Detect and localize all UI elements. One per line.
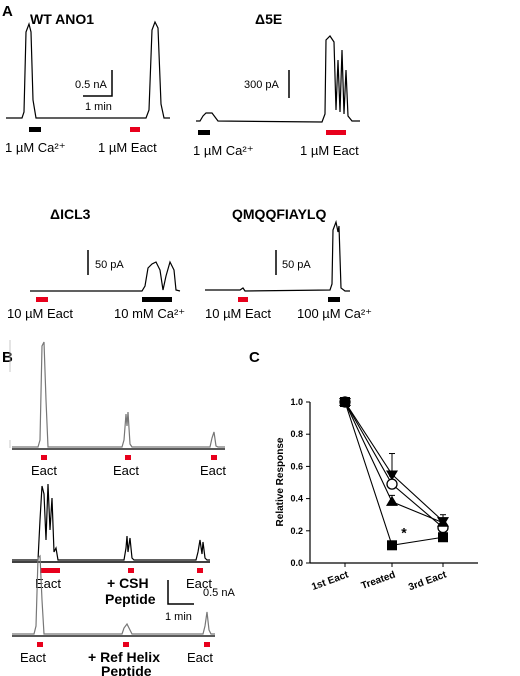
d5e-label-eact: 1 µM Eact (300, 143, 359, 158)
data-point (386, 478, 398, 490)
b-row1-label1: Eact (31, 463, 57, 478)
b-row3-stim3 (204, 642, 210, 647)
b-row3-label2-line2: Peptide (101, 663, 152, 676)
series-square (340, 397, 448, 551)
qmq-label-ca: 100 µM Ca²⁺ (297, 306, 372, 321)
wt-scale-y: 0.5 nA (75, 79, 107, 91)
d5e-stim-eact (326, 130, 346, 135)
wt-stim-eact (130, 127, 140, 132)
dicl3-scale-y: 50 pA (95, 259, 124, 271)
b-row3-label1: Eact (20, 650, 46, 665)
b-row1-label3: Eact (200, 463, 226, 478)
qmq-stim-eact (238, 297, 248, 302)
d5e-label-ca: 1 µM Ca²⁺ (193, 143, 254, 158)
x-tick-label: 1st Eact (310, 569, 350, 593)
b-row2-label2-line2: Peptide (105, 591, 156, 607)
b-row1-stim3 (211, 455, 217, 460)
y-tick-label: 0.6 (290, 461, 303, 471)
b-row2-stim2 (128, 568, 134, 573)
wt-stim-ca (29, 127, 41, 132)
b-row1-stim1 (41, 455, 47, 460)
b-row3-trace-line (12, 554, 215, 635)
b-row3-stim2 (123, 642, 129, 647)
qmq-trace-line (205, 219, 350, 292)
data-point (340, 397, 350, 407)
b-row2-label2-line1: + CSH (107, 575, 149, 591)
d5e-trace-line (196, 35, 360, 123)
b-row3-stim1 (37, 642, 43, 647)
panel-c-letter: C (249, 349, 260, 366)
dicl3-trace-line (30, 260, 181, 292)
chart-y-ticks: 0.0 0.2 0.4 0.6 0.8 1.0 (290, 397, 310, 568)
qmq-label-eact: 10 µM Eact (205, 306, 271, 321)
trace-d5e: Δ5E 1 µM Ca²⁺ 1 µM Eact 300 pA (193, 11, 360, 158)
b-row2-trace-line (12, 483, 210, 561)
wt-label-eact: 1 µM Eact (98, 140, 157, 155)
b-row1-trace-line (12, 341, 225, 448)
qmq-scale-y: 50 pA (282, 259, 311, 271)
data-point (438, 532, 448, 543)
wt-scale-bar (83, 70, 113, 97)
y-tick-label: 0.0 (290, 558, 303, 568)
data-point (437, 516, 449, 527)
dicl3-stim-eact (36, 297, 48, 302)
series-circle-open (339, 396, 449, 534)
relative-response-chart: Relative Response 0.0 0.2 0.4 0.6 0.8 1.0 1st… (275, 396, 478, 593)
b-row2-stim1 (40, 568, 60, 573)
qmq-stim-ca (328, 297, 340, 302)
dicl3-title: ΔICL3 (50, 206, 91, 222)
b-row2-label3: Eact (186, 576, 212, 591)
trace-b-row3: Eact + Ref Helix Peptide Eact (12, 554, 215, 676)
data-point (387, 540, 397, 551)
wt-label-ca: 1 µM Ca²⁺ (5, 140, 66, 155)
b-row2-label1: Eact (35, 576, 61, 591)
wt-scale-x: 1 min (85, 101, 112, 113)
data-point (386, 495, 398, 506)
y-tick-label: 0.4 (290, 494, 303, 504)
x-tick-label: 3rd Eact (407, 569, 448, 593)
b-row3-label3: Eact (187, 650, 213, 665)
dicl3-stim-ca (142, 297, 172, 302)
d5e-scale-y: 300 pA (244, 79, 280, 91)
d5e-stim-ca (198, 130, 210, 135)
x-tick-label: Treated (360, 569, 397, 592)
b-row2-stim3 (197, 568, 203, 573)
dicl3-label-eact: 10 µM Eact (7, 306, 73, 321)
b-row1-label2: Eact (113, 463, 139, 478)
panel-a-letter: A (2, 3, 13, 20)
chart-series (339, 396, 449, 551)
dicl3-label-ca: 10 mM Ca²⁺ (114, 306, 185, 321)
significance-star: * (401, 524, 407, 540)
y-tick-label: 0.8 (290, 429, 303, 439)
series-triangle-down (339, 398, 449, 528)
series-line (344, 401, 444, 528)
trace-b-row1: Eact Eact Eact (9, 340, 226, 478)
b-scale: 0.5 nA 1 min (165, 580, 235, 623)
chart-x-ticks: 1st Eact Treated 3rd Eact (310, 563, 449, 593)
qmq-title: QMQQFIAYLQ (232, 206, 326, 222)
series-triangle-up (339, 396, 449, 527)
b-row1-stim2 (125, 455, 131, 460)
data-point (386, 470, 398, 481)
panel-b-letter: B (2, 349, 13, 366)
wt-trace-line (6, 20, 170, 119)
b-scale-bar (167, 580, 194, 605)
wt-title: WT ANO1 (30, 11, 94, 27)
d5e-title: Δ5E (255, 11, 282, 27)
b-row3-label2-line1: + Ref Helix (88, 649, 160, 665)
trace-wt-ano1: WT ANO1 1 µM Ca²⁺ 1 µM Eact 0.5 nA 1 min (5, 11, 170, 155)
trace-qmq: QMQQFIAYLQ 10 µM Eact 100 µM Ca²⁺ 50 pA (205, 206, 372, 321)
y-tick-label: 1.0 (290, 397, 303, 407)
b-scale-y: 0.5 nA (203, 587, 235, 599)
trace-dicl3: ΔICL3 10 µM Eact 10 mM Ca²⁺ 50 pA (7, 206, 185, 321)
b-scale-x: 1 min (165, 611, 192, 623)
y-tick-label: 0.2 (290, 526, 303, 536)
chart-y-label: Relative Response (275, 437, 286, 526)
